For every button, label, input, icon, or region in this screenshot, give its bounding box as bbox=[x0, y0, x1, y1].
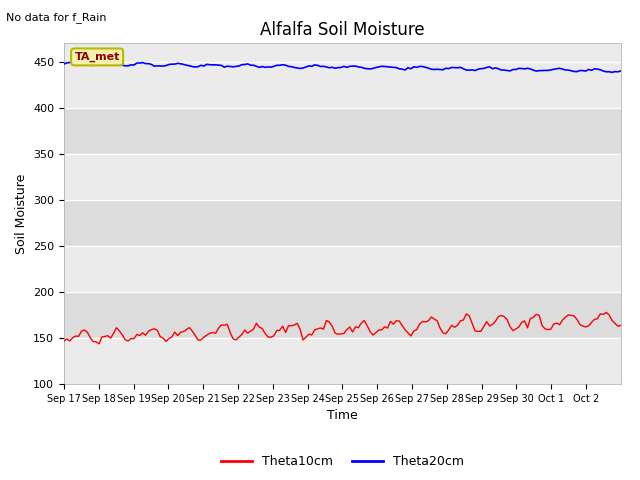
Bar bbox=[64, 200, 621, 246]
Bar bbox=[64, 108, 621, 154]
Bar bbox=[64, 61, 621, 108]
Legend: Theta10cm, Theta20cm: Theta10cm, Theta20cm bbox=[216, 450, 469, 473]
Text: No data for f_Rain: No data for f_Rain bbox=[6, 12, 107, 23]
Title: Alfalfa Soil Moisture: Alfalfa Soil Moisture bbox=[260, 21, 425, 39]
Text: TA_met: TA_met bbox=[74, 52, 120, 62]
Bar bbox=[64, 338, 621, 384]
X-axis label: Time: Time bbox=[327, 409, 358, 422]
Bar bbox=[64, 292, 621, 338]
Bar bbox=[64, 154, 621, 200]
Y-axis label: Soil Moisture: Soil Moisture bbox=[15, 173, 28, 254]
Bar bbox=[64, 246, 621, 292]
